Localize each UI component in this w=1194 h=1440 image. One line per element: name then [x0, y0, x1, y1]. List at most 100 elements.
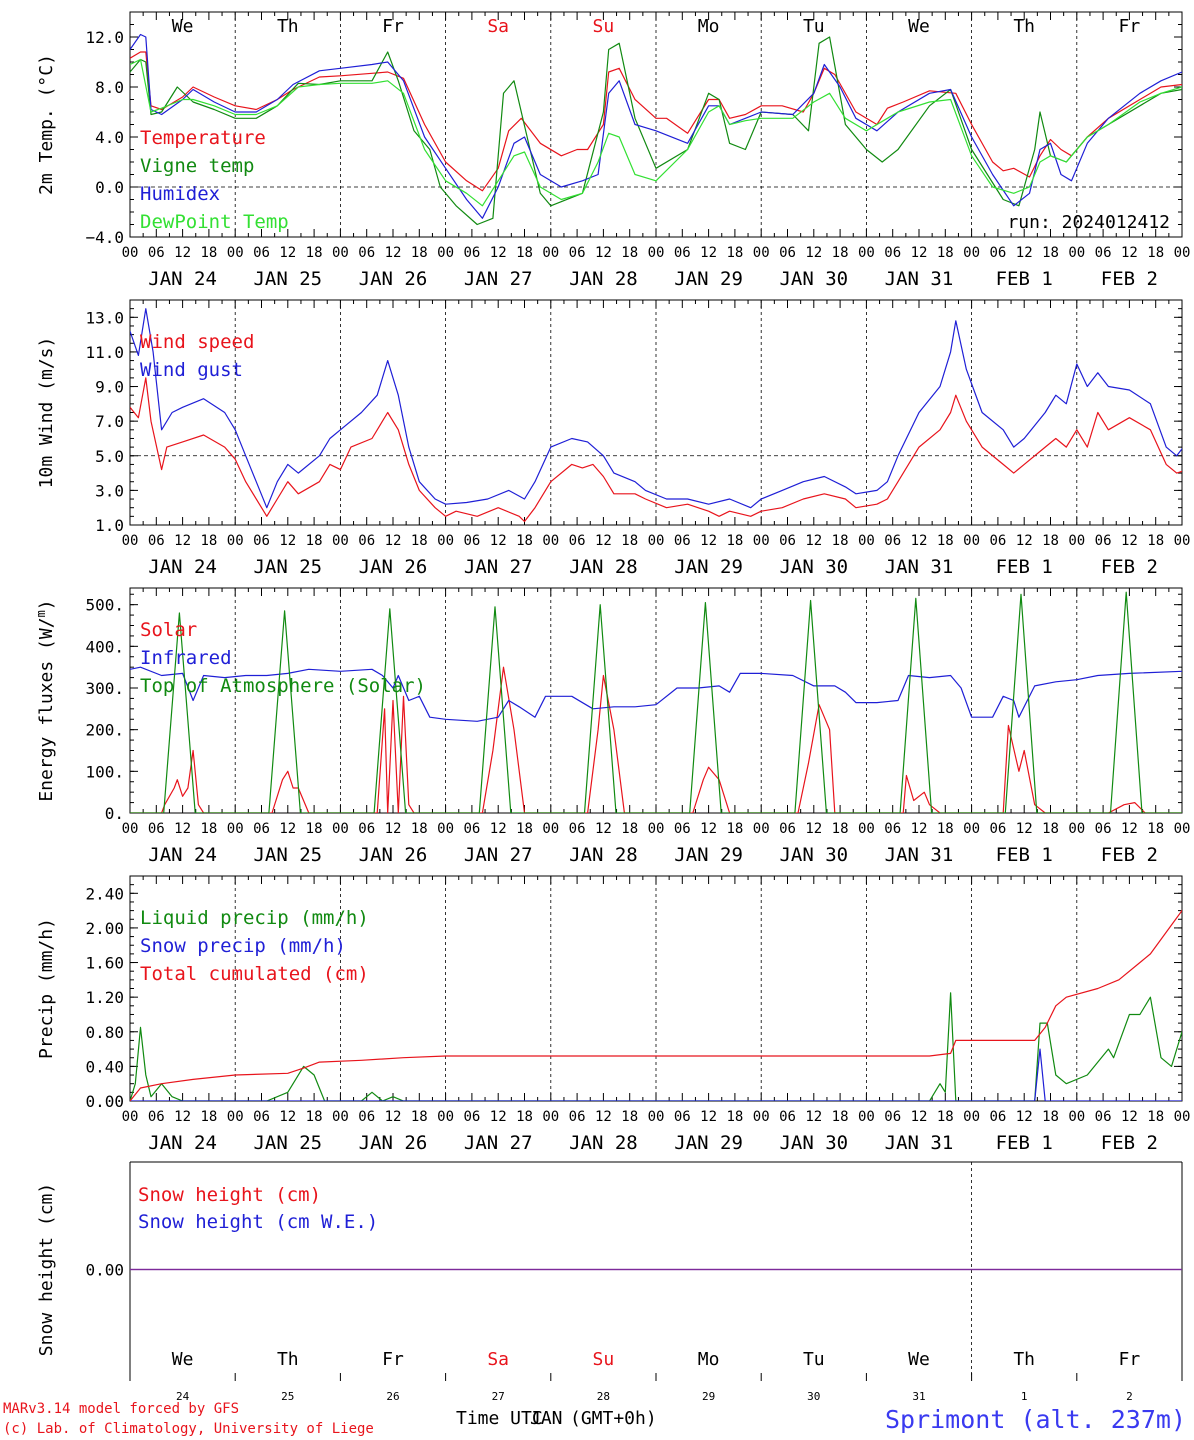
hour-tick-label: 12	[279, 245, 296, 261]
hour-tick-label: 12	[700, 821, 717, 837]
weekday-label: Su	[593, 1349, 615, 1370]
day-number-label: 25	[281, 1390, 294, 1403]
date-label: JAN 29	[674, 556, 743, 578]
legend-entry: Top of Atmosphere (Solar)	[140, 675, 426, 697]
y-tick-label: 2.40	[85, 884, 124, 903]
hour-tick-label: 06	[779, 533, 796, 549]
y-tick-label: 0.0	[95, 178, 124, 197]
hour-tick-label: 12	[911, 1109, 928, 1125]
hour-tick-label: 00	[648, 533, 665, 549]
hour-tick-label: 18	[832, 533, 849, 549]
hour-tick-label: 18	[411, 533, 428, 549]
hour-tick-label: 12	[490, 245, 507, 261]
y-tick-label: −4.0	[85, 228, 124, 247]
y-tick-label: 7.0	[95, 412, 124, 431]
day-number-label: 1	[1021, 1390, 1028, 1403]
series-line-humidex	[130, 33, 1182, 219]
panel-snow: 0.00 We Th Fr Sa Su Mo Tu We Th Fr 24 25 26 27 28 29 30 31…	[36, 1161, 1183, 1403]
hour-tick-label: 06	[989, 821, 1006, 837]
hour-tick-label: 12	[385, 1109, 402, 1125]
hour-tick-label: 12	[279, 821, 296, 837]
series-line-solar	[130, 666, 1182, 813]
hour-tick-label: 18	[937, 1109, 954, 1125]
hour-tick-label: 00	[1174, 245, 1191, 261]
date-label: JAN 26	[359, 268, 428, 290]
date-label: JAN 27	[464, 1132, 533, 1154]
date-label: JAN 24	[148, 1132, 217, 1154]
hour-tick-label: 06	[358, 1109, 375, 1125]
date-label: JAN 30	[779, 844, 848, 866]
hour-tick-label: 00	[227, 533, 244, 549]
hour-tick-label: 12	[911, 821, 928, 837]
hour-tick-label: 18	[1042, 533, 1059, 549]
y-tick-label: 8.0	[95, 78, 124, 97]
hour-tick-label: 00	[542, 245, 559, 261]
hour-tick-label: 06	[884, 821, 901, 837]
hour-tick-label: 12	[490, 533, 507, 549]
series-line-dewpoint-temp	[130, 58, 1182, 207]
hour-tick-label: 00	[122, 821, 139, 837]
day-number-label: 26	[386, 1390, 399, 1403]
hour-tick-label: 06	[884, 533, 901, 549]
panel-energy: 0. 100. 200. 300. 400. 500. 00 06 12 18 00 06 12 18 00…	[34, 587, 1190, 866]
hour-tick-label: 06	[148, 533, 165, 549]
date-label: JAN 27	[464, 556, 533, 578]
date-label: JAN 25	[253, 844, 322, 866]
y-tick-label: 9.0	[95, 378, 124, 397]
hour-tick-label: 06	[253, 245, 270, 261]
hour-tick-label: 12	[174, 821, 191, 837]
y-tick-label: 500.	[85, 596, 124, 615]
hour-tick-label: 06	[674, 1109, 691, 1125]
date-label: FEB 1	[996, 844, 1053, 866]
series-line-snow-precip-mm-h-	[130, 1048, 1182, 1101]
legend-entry: Wind gust	[140, 359, 243, 381]
date-label: JAN 25	[253, 268, 322, 290]
date-label: FEB 2	[1101, 268, 1158, 290]
hour-tick-label: 00	[1068, 1109, 1085, 1125]
hour-tick-label: 00	[963, 533, 980, 549]
hour-tick-label: 06	[674, 533, 691, 549]
y-tick-label: 0.	[105, 804, 124, 823]
y-tick-label: 0.80	[85, 1023, 124, 1042]
date-label: JAN 25	[253, 556, 322, 578]
hour-tick-label: 06	[253, 821, 270, 837]
hour-tick-label: 00	[648, 245, 665, 261]
legend-entry: Infrared	[140, 647, 232, 669]
hour-tick-label: 00	[332, 821, 349, 837]
date-label: JAN 26	[359, 844, 428, 866]
weekday-label: Fr	[1119, 1349, 1141, 1370]
hour-tick-label: 12	[805, 821, 822, 837]
date-label: JAN 24	[148, 556, 217, 578]
hour-tick-label: 18	[200, 245, 217, 261]
hour-tick-label: 00	[437, 1109, 454, 1125]
series-line-wind-speed	[130, 377, 1182, 523]
hour-tick-label: 18	[937, 533, 954, 549]
hour-tick-label: 12	[595, 245, 612, 261]
hour-tick-label: 12	[174, 245, 191, 261]
hour-tick-label: 06	[989, 1109, 1006, 1125]
hour-tick-label: 06	[463, 533, 480, 549]
date-label: JAN 30	[779, 1132, 848, 1154]
date-label: JAN 28	[569, 1132, 638, 1154]
hour-tick-label: 12	[805, 245, 822, 261]
y-tick-label: 0.00	[85, 1092, 124, 1111]
hour-tick-label: 12	[490, 1109, 507, 1125]
hour-tick-label: 00	[858, 533, 875, 549]
hour-tick-label: 18	[1147, 1109, 1164, 1125]
panel-precip: 0.00 0.40 0.80 1.20 1.60 2.00 2.40 00 06 12 18 00 06…	[36, 875, 1190, 1154]
hour-tick-label: 06	[148, 821, 165, 837]
hour-tick-label: 06	[463, 245, 480, 261]
hour-tick-label: 12	[911, 533, 928, 549]
hour-tick-label: 12	[1016, 245, 1033, 261]
hour-tick-label: 00	[542, 533, 559, 549]
y-tick-label: 4.0	[95, 128, 124, 147]
legend-entry: Humidex	[140, 183, 220, 205]
hour-tick-label: 00	[753, 245, 770, 261]
hour-tick-label: 12	[385, 533, 402, 549]
weekday-label: Sa	[487, 16, 509, 37]
hour-tick-label: 00	[122, 1109, 139, 1125]
y-axis-label: 10m Wind (m/s)	[36, 337, 57, 489]
hour-tick-label: 00	[648, 821, 665, 837]
hour-tick-label: 00	[858, 821, 875, 837]
weekday-label: We	[172, 1349, 194, 1370]
